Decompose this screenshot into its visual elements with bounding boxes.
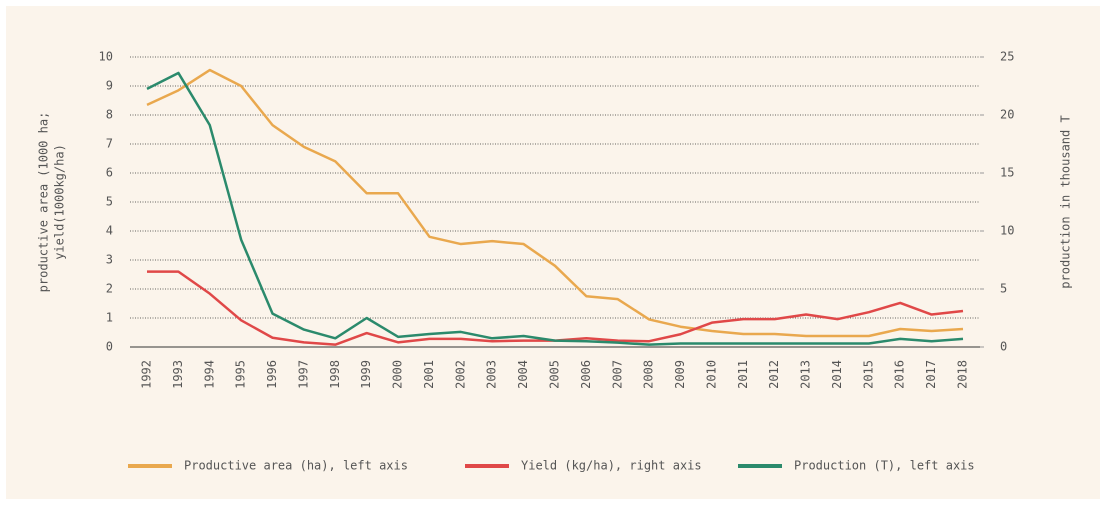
y-tick-label: 0: [106, 340, 113, 354]
x-tick-label: 2008: [642, 360, 656, 389]
x-tick-label: 1996: [265, 360, 279, 389]
y-tick-label: 3: [106, 253, 113, 267]
y2-tick-label: 20: [1000, 108, 1014, 122]
x-tick-label: 2014: [830, 360, 844, 389]
x-tick-label: 2003: [485, 360, 499, 389]
y2-axis-label: production in thousand T: [1059, 115, 1073, 288]
x-tick-label: 2000: [391, 360, 405, 389]
x-tick-label: 2018: [956, 360, 970, 389]
y2-tick-label: 25: [1000, 50, 1014, 64]
y-tick-label: 5: [106, 195, 113, 209]
y-tick-label: 4: [106, 224, 113, 238]
y-axis-label: productive area (1000 ha;: [37, 112, 51, 293]
x-tick-label: 1998: [328, 360, 342, 389]
x-tick-label: 1992: [140, 360, 154, 389]
y2-tick-label: 5: [1000, 282, 1007, 296]
x-tick-label: 2017: [924, 360, 938, 389]
x-tick-label: 2007: [610, 360, 624, 389]
y2-tick-label: 10: [1000, 224, 1014, 238]
panel: [6, 6, 1100, 499]
x-tick-label: 1994: [202, 360, 216, 389]
x-tick-label: 2004: [516, 360, 530, 389]
x-tick-label: 1993: [171, 360, 185, 389]
y-tick-label: 6: [106, 166, 113, 180]
x-tick-label: 1997: [296, 360, 310, 389]
x-tick-label: 2010: [704, 360, 718, 389]
y2-tick-label: 15: [1000, 166, 1014, 180]
y-tick-label: 2: [106, 282, 113, 296]
y-tick-label: 10: [99, 50, 113, 64]
legend-label: Production (T), left axis: [794, 459, 975, 473]
y2-tick-label: 0: [1000, 340, 1007, 354]
x-tick-label: 2016: [893, 360, 907, 389]
x-tick-label: 2009: [673, 360, 687, 389]
y-tick-label: 7: [106, 137, 113, 151]
x-tick-label: 2011: [736, 360, 750, 389]
x-tick-label: 1999: [359, 360, 373, 389]
series-line: [146, 68, 964, 338]
x-tick-label: 2002: [453, 360, 467, 389]
y-tick-label: 1: [106, 311, 113, 325]
x-tick-label: 1995: [234, 360, 248, 389]
legend-label: Yield (kg/ha), right axis: [521, 459, 702, 473]
x-tick-label: 2012: [767, 360, 781, 389]
y-axis-label: yield(1000kg/ha): [53, 144, 67, 260]
x-tick-label: 2006: [579, 360, 593, 389]
x-tick-label: 2005: [548, 360, 562, 389]
x-tick-label: 2001: [422, 360, 436, 389]
x-tick-label: 2013: [799, 360, 813, 389]
y-tick-label: 9: [106, 79, 113, 93]
legend-label: Productive area (ha), left axis: [184, 459, 408, 473]
y-tick-label: 8: [106, 108, 113, 122]
x-tick-label: 2015: [861, 360, 875, 389]
series-line: [146, 71, 964, 346]
